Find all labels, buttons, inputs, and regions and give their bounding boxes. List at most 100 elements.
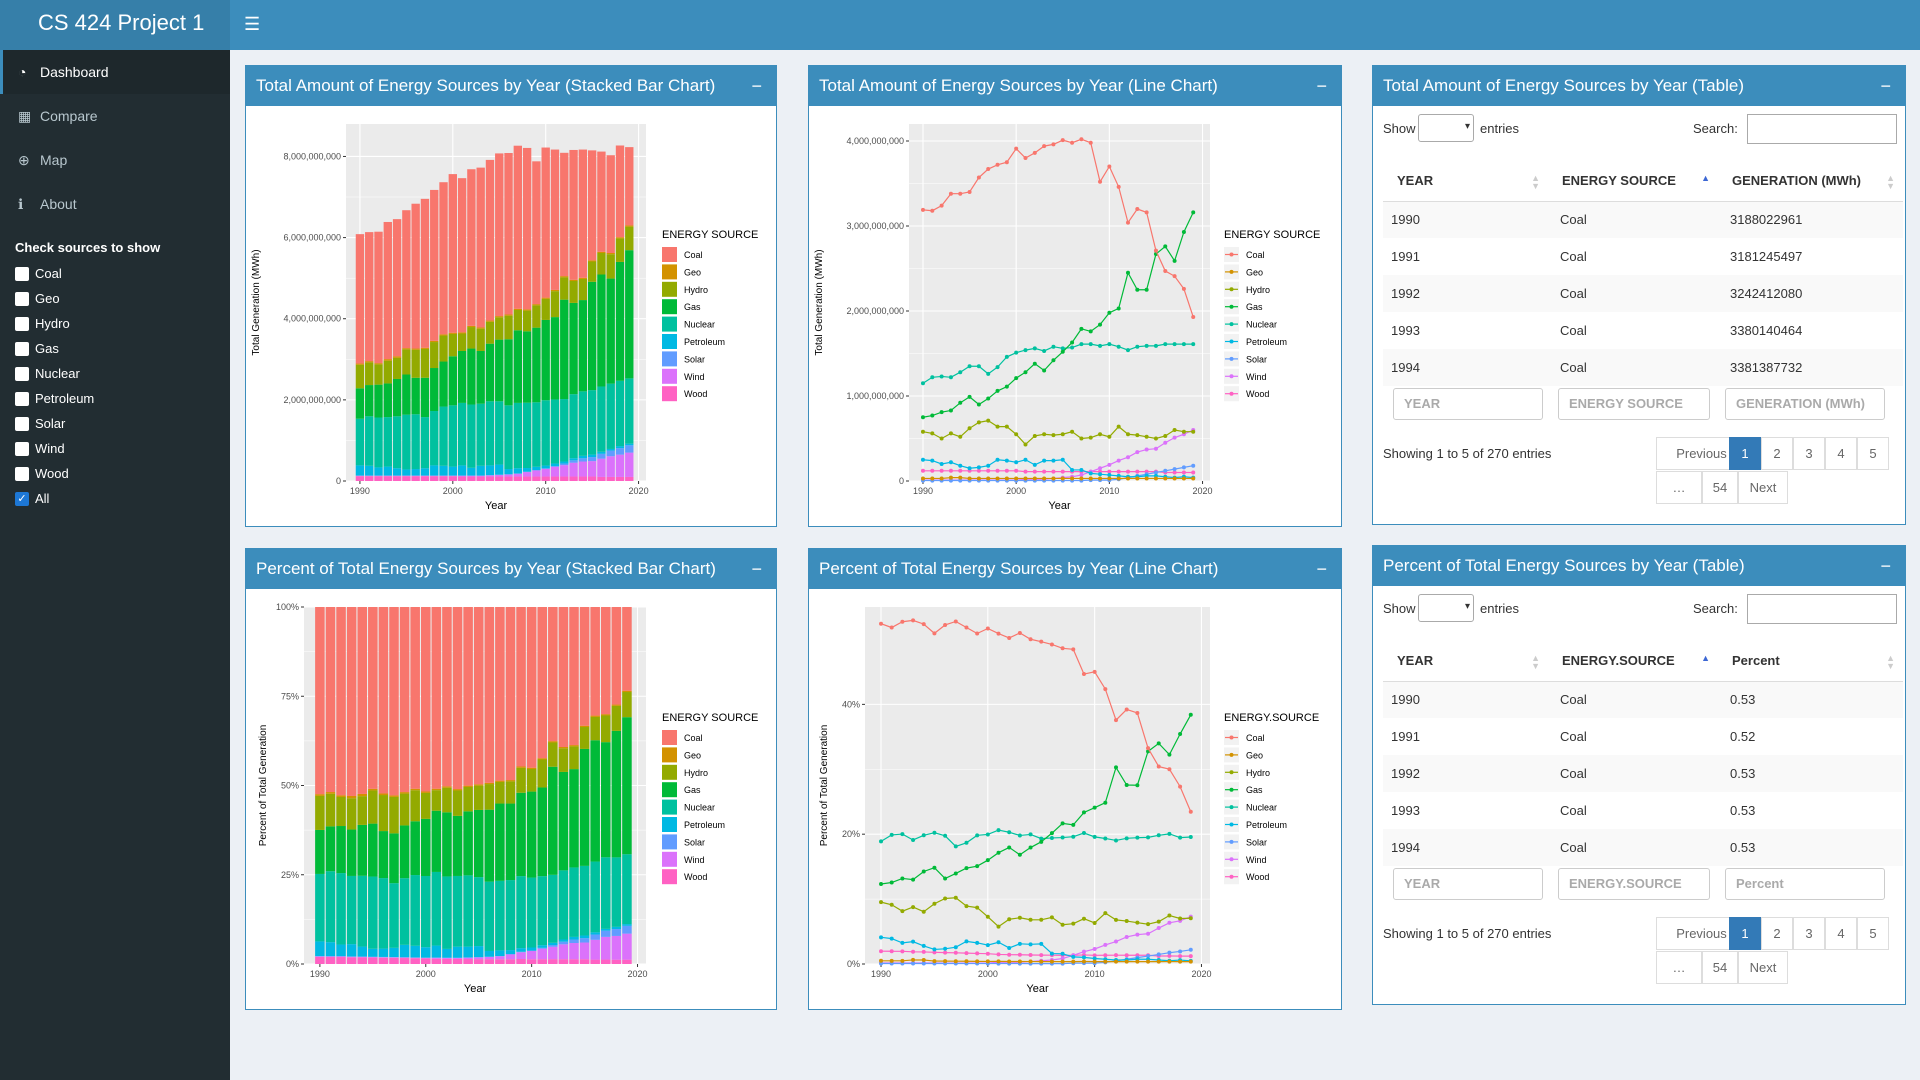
column-filter-input[interactable]: YEAR <box>1393 868 1543 900</box>
checkbox-box[interactable] <box>15 266 29 281</box>
minimize-icon[interactable]: − <box>1880 76 1891 96</box>
checkbox-box[interactable] <box>15 291 29 306</box>
minimize-icon[interactable]: − <box>1316 559 1327 579</box>
source-checkbox-wood[interactable]: Wood <box>0 461 230 486</box>
bar-wind <box>560 465 569 477</box>
legend-swatch <box>662 299 677 315</box>
source-checkbox-nuclear[interactable]: Nuclear <box>0 361 230 386</box>
pagination-ellipsis[interactable]: … <box>1656 471 1702 504</box>
bar-gas <box>537 787 547 877</box>
bar-geo <box>463 785 473 787</box>
data-point <box>1049 642 1054 647</box>
table-cell: 1991 <box>1391 729 1420 744</box>
pagination-page-1[interactable]: 1 <box>1729 917 1761 950</box>
column-filter-input[interactable]: GENERATION (MWh) <box>1725 388 1885 420</box>
source-checkbox-gas[interactable]: Gas <box>0 336 230 361</box>
pagination-page-3[interactable]: 3 <box>1793 917 1825 950</box>
source-checkbox-petroleum[interactable]: Petroleum <box>0 386 230 411</box>
pagination-page-5[interactable]: 5 <box>1857 437 1889 470</box>
pagination-page-4[interactable]: 4 <box>1825 437 1857 470</box>
bar-wind <box>587 461 597 477</box>
column-header[interactable]: GENERATION (MWh) ▲ ▼ <box>1718 161 1903 202</box>
source-checkbox-hydro[interactable]: Hydro <box>0 311 230 336</box>
page-length-select[interactable]: ▾ <box>1418 594 1474 622</box>
search-input[interactable] <box>1747 594 1897 624</box>
pagination-page-3[interactable]: 3 <box>1793 437 1825 470</box>
checkbox-box[interactable]: ✓ <box>15 491 29 506</box>
column-header[interactable]: YEAR ▲ ▼ <box>1383 161 1548 202</box>
data-point <box>920 476 925 481</box>
checkbox-box[interactable] <box>15 316 29 331</box>
data-point <box>1042 432 1047 437</box>
column-header-label: GENERATION (MWh) <box>1732 173 1862 189</box>
data-point <box>948 191 953 196</box>
bar-gas <box>587 281 597 391</box>
source-checkbox-coal[interactable]: Coal <box>0 261 230 286</box>
checkbox-box[interactable] <box>15 416 29 431</box>
pagination-page-54[interactable]: 54 <box>1702 951 1738 984</box>
checkbox-box[interactable] <box>15 341 29 356</box>
sidebar-item-map[interactable]: ⊕ Map <box>0 138 230 182</box>
data-point <box>1153 476 1158 481</box>
checkbox-box[interactable] <box>15 466 29 481</box>
data-point <box>879 958 884 963</box>
minimize-icon[interactable]: − <box>751 76 762 96</box>
data-point <box>1107 342 1112 347</box>
minimize-icon[interactable]: − <box>1316 76 1327 96</box>
bar-geo <box>532 304 541 306</box>
bar-geo <box>495 316 504 318</box>
pagination-page-2[interactable]: 2 <box>1761 437 1793 470</box>
percent-table-title: Percent of Total Energy Sources by Year … <box>1383 556 1745 575</box>
source-checkbox-solar[interactable]: Solar <box>0 411 230 436</box>
checkbox-box[interactable] <box>15 366 29 381</box>
pagination-page-2[interactable]: 2 <box>1761 917 1793 950</box>
checkbox-box[interactable] <box>15 391 29 406</box>
pagination-page-4[interactable]: 4 <box>1825 917 1857 950</box>
bar-wind <box>504 474 513 477</box>
column-filter-input[interactable]: Percent <box>1725 868 1885 900</box>
source-checkbox-wind[interactable]: Wind <box>0 436 230 461</box>
bar-nuclear <box>615 380 625 447</box>
column-header[interactable]: Percent ▲ ▼ <box>1718 641 1903 682</box>
bar-gas <box>392 378 402 417</box>
bar-nuclear <box>402 414 411 470</box>
column-filter-input[interactable]: ENERGY SOURCE <box>1558 388 1710 420</box>
hamburger-icon[interactable]: ☰ <box>244 14 261 34</box>
page-length-select[interactable]: ▾ <box>1418 114 1474 142</box>
bar-hydro <box>442 787 452 813</box>
data-point <box>1007 635 1012 640</box>
bar-wood <box>325 957 336 964</box>
sidebar-item-about[interactable]: ℹ About <box>0 182 230 226</box>
sidebar-item-dashboard[interactable]: ◔ Dashboard <box>0 50 230 94</box>
data-point <box>953 895 958 900</box>
legend-label: Solar <box>1246 354 1267 364</box>
legend-label: Wood <box>1246 872 1269 882</box>
source-checkbox-geo[interactable]: Geo <box>0 286 230 311</box>
pagination-next[interactable]: Next <box>1738 471 1788 504</box>
bar-nuclear <box>374 417 383 468</box>
data-point <box>1004 160 1009 165</box>
column-header[interactable]: YEAR ▲ ▼ <box>1383 641 1548 682</box>
percent-bar-title: Percent of Total Energy Sources by Year … <box>256 559 716 578</box>
pagination-page-1[interactable]: 1 <box>1729 437 1761 470</box>
search-input[interactable] <box>1747 114 1897 144</box>
column-filter-input[interactable]: ENERGY.SOURCE <box>1558 868 1710 900</box>
pagination-next[interactable]: Next <box>1738 951 1788 984</box>
bar-wind <box>495 474 504 477</box>
sidebar-item-compare[interactable]: ▦ Compare <box>0 94 230 138</box>
bar-petroleum <box>532 466 541 471</box>
data-point <box>958 478 963 483</box>
checkbox-box[interactable] <box>15 441 29 456</box>
column-filter-input[interactable]: YEAR <box>1393 388 1543 420</box>
column-header[interactable]: ENERGY SOURCE ▲ <box>1548 161 1718 202</box>
pagination-page-54[interactable]: 54 <box>1702 471 1738 504</box>
legend-point <box>1229 339 1234 344</box>
minimize-icon[interactable]: − <box>1880 556 1891 576</box>
bar-petroleum <box>590 932 600 935</box>
minimize-icon[interactable]: − <box>751 559 762 579</box>
pagination-ellipsis[interactable]: … <box>1656 951 1702 984</box>
column-header[interactable]: ENERGY.SOURCE ▲ <box>1548 641 1718 682</box>
pagination-page-5[interactable]: 5 <box>1857 917 1889 950</box>
source-checkbox-all[interactable]: ✓ All <box>0 486 230 511</box>
checkbox-label: Wind <box>35 441 65 456</box>
